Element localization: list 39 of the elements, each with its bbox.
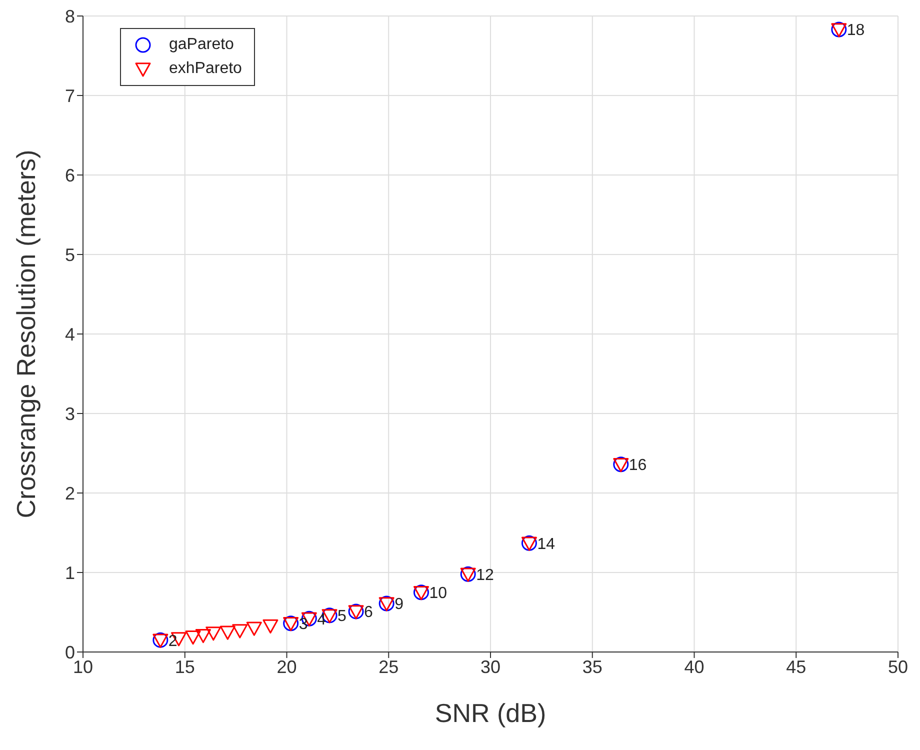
annotation: 5	[338, 608, 347, 626]
point	[220, 626, 236, 640]
x-tick-label: 25	[378, 656, 399, 677]
y-tick-label: 2	[64, 483, 75, 504]
y-tick-label: 4	[64, 324, 75, 344]
annotation: 4	[317, 611, 326, 628]
annotation: 16	[628, 457, 647, 474]
annotation: 12	[476, 566, 494, 584]
point	[246, 622, 262, 636]
x-tick-label: 15	[174, 656, 195, 677]
annotation: 10	[429, 585, 448, 602]
y-tick-label: 6	[64, 165, 75, 186]
annotation: 6	[364, 604, 374, 622]
legend-label: gaPareto	[169, 36, 234, 54]
point	[262, 619, 278, 634]
x-tick-label: 45	[786, 656, 806, 677]
annotation: 14	[537, 536, 556, 553]
y-tick-label: 7	[64, 86, 75, 106]
point	[206, 626, 222, 641]
x-tick-label: 20	[276, 656, 297, 677]
annotation: 18	[846, 22, 865, 40]
x-tick-label: 30	[480, 656, 501, 677]
legend-label: exhPareto	[169, 60, 242, 78]
x-tick-label: 35	[582, 656, 602, 677]
point	[232, 624, 248, 638]
y-tick-label: 8	[64, 6, 75, 26]
point	[195, 628, 211, 644]
y-tick-label: 0	[64, 642, 75, 662]
x-tick-label: 40	[684, 656, 704, 677]
y-tick-label: 5	[64, 244, 75, 265]
y-tick-label: 1	[64, 562, 75, 583]
y-tick-label: 3	[64, 404, 75, 424]
annotation: 2	[168, 632, 178, 650]
point	[185, 630, 201, 645]
x-axis-title: SNR (dB)	[434, 698, 546, 728]
x-tick-label: 10	[72, 656, 94, 677]
x-tick-label: 50	[888, 656, 908, 677]
y-axis-title: Crossrange Resolution (meters)	[11, 150, 42, 518]
annotation: 9	[394, 596, 404, 614]
